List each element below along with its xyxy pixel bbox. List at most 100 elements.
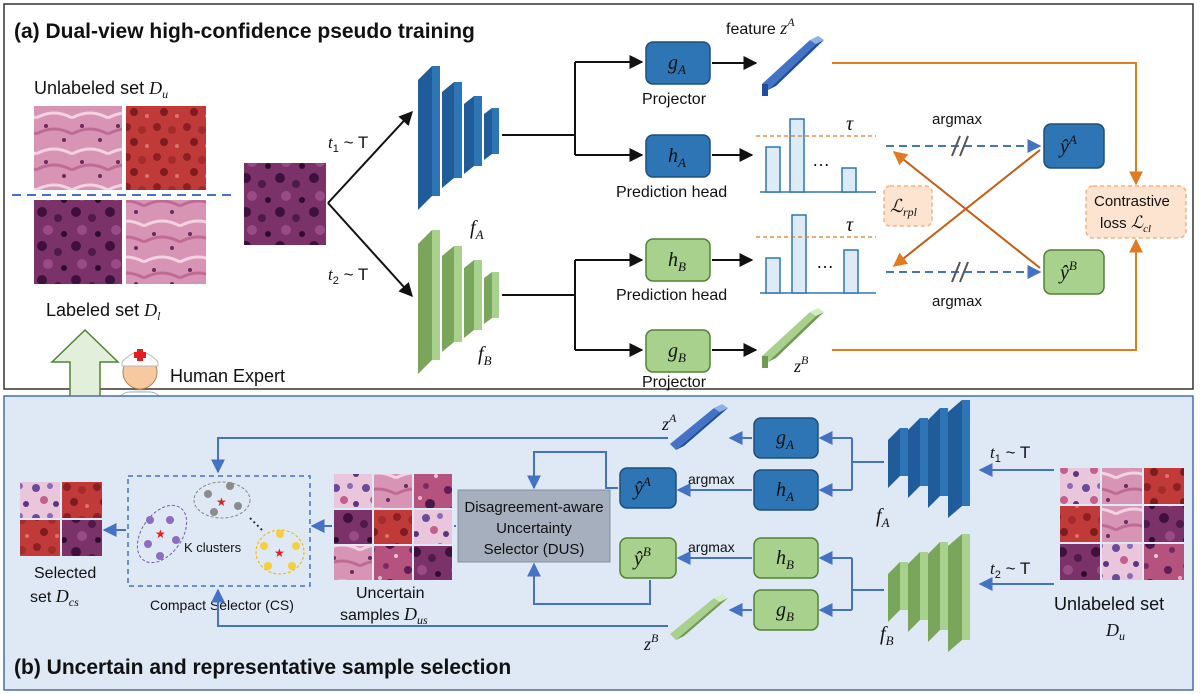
tau-b: τ <box>846 214 854 236</box>
b-fa-fork <box>851 438 884 490</box>
aug-label-bottom: t2 ~ T <box>328 265 368 287</box>
dus-box <box>457 489 611 563</box>
b-fb-fork <box>851 558 884 610</box>
cs-box <box>127 475 311 587</box>
contrastive-loss-line2: loss ℒcl <box>1100 213 1151 235</box>
tau-a: τ <box>846 113 854 135</box>
uncertain-line1: Uncertain <box>356 585 424 602</box>
head-ha-box <box>645 134 711 178</box>
b-feature-zb-icon <box>670 594 728 640</box>
argmax-top-label: argmax <box>932 111 983 128</box>
b-encoder-fb-icon <box>888 534 970 652</box>
aug-arrow-bottom <box>327 202 413 298</box>
feature-za-label: feature zA <box>726 15 795 38</box>
panel-a <box>3 3 1194 390</box>
projector-gb-box <box>645 329 711 373</box>
panel-b-title: (b) Uncertain and representative sample … <box>14 656 511 679</box>
contrastive-loss-box <box>1085 185 1187 239</box>
b-projector-ga-label: gA <box>776 427 794 452</box>
encoder-fb-icon <box>418 230 499 374</box>
feature-zb-label: zB <box>793 353 809 376</box>
feature-zb-icon <box>762 308 824 368</box>
svg-text:★: ★ <box>155 527 166 541</box>
k-clusters-label: K clusters <box>184 540 242 555</box>
prediction-bars-a <box>756 118 876 193</box>
dots-b: … <box>816 252 834 272</box>
b-pseudo-label-ya-box <box>619 467 677 509</box>
cross-arrow-1 <box>892 151 1041 269</box>
svg-text:★: ★ <box>274 546 285 560</box>
feature-za-icon <box>762 36 824 96</box>
projector-b-caption: Projector <box>642 374 707 391</box>
yb-to-dus-line <box>527 562 651 605</box>
argmax-bottom-label: argmax <box>932 293 983 310</box>
selected-set-grid <box>20 482 102 556</box>
dus-line2: Uncertainty <box>496 520 572 537</box>
projector-a-caption: Projector <box>642 91 707 108</box>
panel-a-title: (a) Dual-view high-confidence pseudo tra… <box>14 20 475 43</box>
b-encoder-fb-label: fB <box>880 623 894 648</box>
zb-to-loss-line <box>832 238 1143 351</box>
b-encoder-fa-label: fA <box>876 505 890 530</box>
projector-gb-label: gB <box>668 340 686 365</box>
input-patch <box>244 163 326 245</box>
b-head-ha-label: hA <box>776 479 794 504</box>
unlabeled-set-label: Unlabeled set Du <box>34 78 168 101</box>
labeled-patch-1 <box>34 200 122 284</box>
dus-line3: Selector (DUS) <box>484 541 585 558</box>
human-expert-label: Human Expert <box>170 366 285 386</box>
svg-text:★: ★ <box>216 495 227 509</box>
b-pseudo-label-yb-box <box>619 537 677 579</box>
uncertain-line2: samples Dus <box>340 604 428 627</box>
dots-a: … <box>812 150 830 170</box>
encoder-fa-label: fA <box>470 217 484 242</box>
head-hb-box <box>645 238 711 282</box>
fork-line-top <box>502 62 576 155</box>
b-unlabeled-line2: Du <box>1105 620 1125 643</box>
cluster-3: ★ <box>255 529 305 575</box>
uncertain-samples-grid <box>334 474 452 580</box>
pseudo-label-ya-box <box>1043 123 1105 169</box>
pred-head-b-caption: Prediction head <box>616 287 727 304</box>
b-argmax-b: argmax <box>688 539 735 555</box>
b-projector-ga-box <box>753 417 819 459</box>
fork-line-bottom <box>502 260 576 350</box>
aug-label-top: t1 ~ T <box>328 133 368 155</box>
pred-head-a-caption: Prediction head <box>616 184 727 201</box>
b-unlabeled-line1: Unlabeled set <box>1054 594 1164 614</box>
labeled-patch-2 <box>126 200 206 284</box>
projector-ga-box <box>645 41 711 85</box>
b-projector-gb-box <box>753 589 819 631</box>
b-aug-label-bottom: t2 ~ T <box>990 559 1030 581</box>
encoder-fb-label: fB <box>478 343 492 368</box>
unlabeled-patch-2 <box>126 106 206 190</box>
stopgrad-top-icon <box>951 135 969 157</box>
cs-label: Compact Selector (CS) <box>150 597 294 613</box>
head-ha-label: hA <box>668 145 686 170</box>
cross-arrow-2 <box>892 149 1041 267</box>
b-pseudo-label-ya-label: ŷA <box>632 474 651 500</box>
head-hb-label: hB <box>668 249 686 274</box>
contrastive-loss-line1: Contrastive <box>1094 193 1170 210</box>
pseudo-label-yb-label: ŷB <box>1058 258 1077 284</box>
projector-ga-label: gA <box>668 52 686 77</box>
rpl-loss-box <box>883 185 933 227</box>
b-aug-label-top: t1 ~ T <box>990 443 1030 465</box>
ya-to-dus-line <box>527 451 618 490</box>
encoder-fa-icon <box>418 66 499 210</box>
b-pseudo-label-yb-label: ŷB <box>632 544 651 570</box>
stopgrad-bottom-icon <box>951 261 969 283</box>
prediction-bars-b <box>756 214 876 294</box>
b-encoder-fa-icon <box>888 400 970 518</box>
selected-line2: set Dcs <box>30 586 79 609</box>
b-head-ha-box <box>753 469 819 511</box>
aug-arrow-top <box>327 110 413 204</box>
cluster-1: ★ <box>136 504 188 564</box>
zb-to-cs-line <box>211 588 668 627</box>
cluster-2: ★ <box>193 481 251 519</box>
selected-line1: Selected <box>34 565 96 582</box>
pseudo-label-yb-box <box>1043 249 1105 295</box>
za-to-cs-line <box>211 437 668 474</box>
b-argmax-a: argmax <box>688 471 735 487</box>
